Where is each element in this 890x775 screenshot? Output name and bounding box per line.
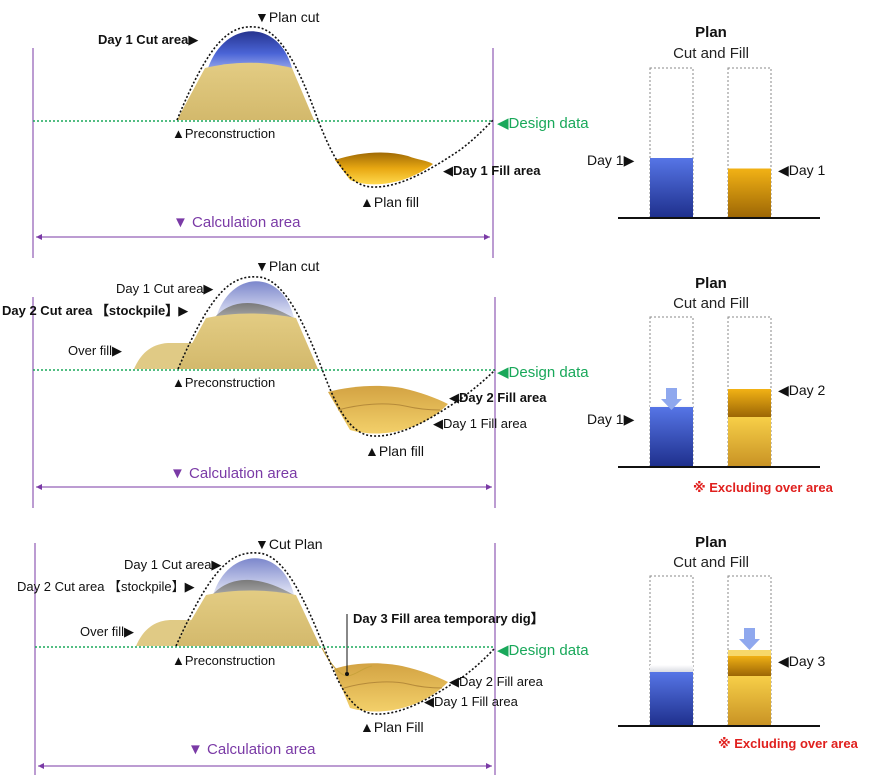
cut-bar bbox=[650, 407, 693, 467]
plan-cut-label: ▼Cut Plan bbox=[255, 536, 323, 552]
preconstruction-soil bbox=[176, 590, 320, 646]
bar-title: Plan bbox=[695, 534, 727, 551]
temp-dig-label: Day 3 Fill area temporary dig】 bbox=[353, 611, 544, 626]
over-fill-label: Over fill▶ bbox=[68, 343, 122, 358]
fill-bar bbox=[728, 655, 771, 676]
preconstruction-soil bbox=[177, 62, 314, 120]
plan-fill-label: ▲Plan fill bbox=[360, 194, 419, 210]
fill-bar-top-band bbox=[728, 650, 771, 656]
excluding-note: ※ Excluding over area bbox=[718, 736, 859, 751]
bar-title: Plan bbox=[695, 24, 727, 41]
panel-3: ▼Cut Plan Day 1 Cut area▶ Day 2 Cut area… bbox=[17, 534, 859, 775]
bar-subtitle: Cut and Fill bbox=[673, 45, 749, 62]
preconstruction-label: ▲Preconstruction bbox=[172, 126, 275, 141]
cut-bar-outline bbox=[649, 67, 694, 219]
panel-1: ▼Plan cut Day 1 Cut area▶ ▲Preconstructi… bbox=[32, 9, 826, 258]
plan-cut-label: ▼Plan cut bbox=[255, 258, 320, 274]
bar-panel-1: Plan Cut and Fill Day 1▶ ◀Day 1 bbox=[587, 24, 826, 219]
prev-fill-label: ◀Day 1 Fill area bbox=[424, 694, 519, 709]
down-arrow-icon bbox=[739, 628, 760, 650]
fill-area-shape bbox=[334, 663, 448, 712]
bar-title: Plan bbox=[695, 275, 727, 292]
bar-right-label: ◀Day 1 bbox=[778, 162, 826, 178]
fill-area-label: ◀Day 2 Fill area bbox=[449, 390, 547, 405]
prev-cut-label: Day 1 Cut area▶ bbox=[116, 281, 213, 296]
fill-area-label: ◀Day 1 Fill area bbox=[443, 163, 541, 178]
bar-subtitle: Cut and Fill bbox=[673, 295, 749, 312]
plan-profile bbox=[176, 26, 494, 188]
over-fill-shape bbox=[134, 343, 196, 369]
prev-cut-label: Day 1 Cut area▶ bbox=[124, 557, 221, 572]
fill-bar bbox=[728, 168, 771, 218]
cut-area-shape bbox=[208, 31, 292, 68]
design-data-label: ◀Design data bbox=[497, 642, 589, 659]
panel-2: ▼Plan cut Day 1 Cut area▶ Day 2 Cut area… bbox=[2, 258, 834, 508]
bar-left-label: Day 1▶ bbox=[587, 411, 635, 427]
cut-bar-outline bbox=[649, 316, 694, 468]
plan-profile bbox=[177, 276, 496, 437]
design-data-label: ◀Design data bbox=[497, 364, 589, 381]
fill-bar bbox=[728, 389, 771, 417]
fill-area-shape bbox=[335, 152, 433, 185]
fill-area-shape bbox=[328, 385, 448, 434]
prev-fill-bar bbox=[728, 676, 771, 726]
temp-dig-point bbox=[345, 672, 349, 676]
cut-bar bbox=[650, 672, 693, 726]
prev-fill-edge bbox=[337, 403, 441, 411]
plan-cut-label: ▼Plan cut bbox=[255, 9, 320, 25]
prev-fill-bar bbox=[728, 417, 771, 467]
prev-fill-edge bbox=[343, 681, 443, 689]
calc-area-label: ▼ Calculation area bbox=[188, 741, 316, 758]
cut-bar-fade bbox=[650, 665, 693, 675]
cut-bar bbox=[650, 158, 693, 218]
cut-area-label: Day 2 Cut area 【stockpile】▶ bbox=[17, 579, 195, 594]
calc-area-label: ▼ Calculation area bbox=[173, 214, 301, 231]
bar-right-label: ◀Day 2 bbox=[778, 382, 826, 398]
plan-profile bbox=[175, 552, 496, 715]
bar-left-label: Day 1▶ bbox=[587, 152, 635, 168]
cut-area-label: Day 1 Cut area▶ bbox=[98, 32, 198, 47]
design-data-label: ◀Design data bbox=[497, 115, 589, 132]
bar-right-label: ◀Day 3 bbox=[778, 653, 826, 669]
cut-bar-outline bbox=[649, 575, 694, 727]
prev-fill-label: ◀Day 1 Fill area bbox=[433, 416, 528, 431]
over-fill-label: Over fill▶ bbox=[80, 624, 134, 639]
bar-panel-3: Plan Cut and Fill ◀Day 3 ※ Excluding ove… bbox=[618, 534, 859, 751]
preconstruction-soil bbox=[178, 313, 318, 369]
plan-fill-label: ▲Plan Fill bbox=[360, 719, 424, 735]
down-arrow-icon bbox=[661, 388, 682, 410]
bar-panel-2: Plan Cut and Fill Day 1▶ ◀Day 2 ※ Exclud… bbox=[587, 275, 834, 495]
bar-subtitle: Cut and Fill bbox=[673, 554, 749, 571]
excluding-note: ※ Excluding over area bbox=[693, 480, 834, 495]
cut-area-label: Day 2 Cut area 【stockpile】▶ bbox=[2, 303, 188, 318]
preconstruction-label: ▲Preconstruction bbox=[172, 375, 275, 390]
fill-area-label: ◀Day 2 Fill area bbox=[449, 674, 544, 689]
plan-fill-label: ▲Plan fill bbox=[365, 443, 424, 459]
fill-bar-outline bbox=[727, 67, 772, 219]
preconstruction-label: ▲Preconstruction bbox=[172, 653, 275, 668]
calc-area-label: ▼ Calculation area bbox=[170, 465, 298, 482]
